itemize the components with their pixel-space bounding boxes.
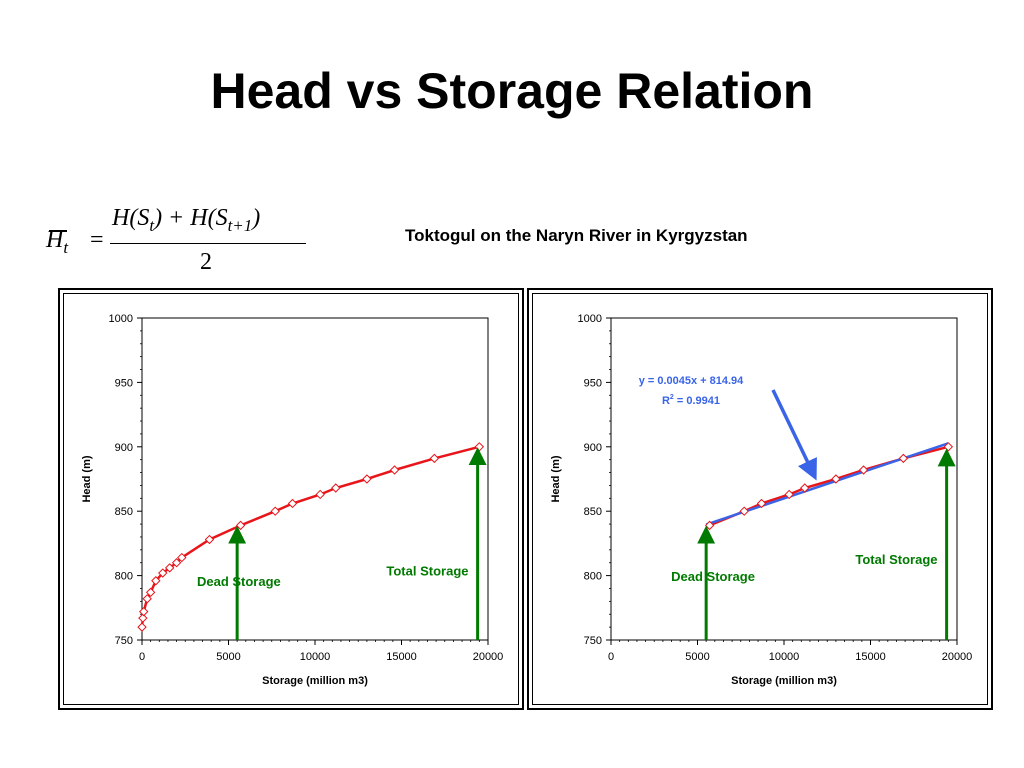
- chart-1-trendline-pointer-arrow: [771, 389, 817, 481]
- chart-1-series-0-point-6: [858, 465, 869, 475]
- chart-1-trendline-equation: y = 0.0045x + 814.94: [639, 375, 744, 387]
- chart-1-trendline-r2-exp: 2: [670, 394, 674, 401]
- chart-0-annotation-label-1: Total Storage: [386, 564, 468, 579]
- chart-right-frame: 750 800 850 900 950 1000 0 5000 10000 15000 20000 S…: [527, 288, 993, 710]
- chart-0-ytick-label-2: 850: [115, 506, 133, 518]
- formula-num-a: H(S: [112, 205, 150, 231]
- chart-left-inner-border: [63, 293, 519, 705]
- chart-1-ytick-label-2: 850: [584, 506, 602, 518]
- chart-1-series-0-point-7: [898, 453, 909, 464]
- formula-lhs: Ht: [46, 227, 68, 258]
- chart-0-ytick-label-3: 900: [115, 442, 133, 454]
- chart-0-series-0-point-5: [151, 576, 161, 586]
- chart-0-xtick-label-0: 0: [139, 651, 145, 663]
- chart-0-y-axis-label: Head (m): [81, 455, 93, 502]
- chart-0-series-0-point-6: [158, 568, 168, 578]
- chart-1-x-axis-label: Storage (million m3): [731, 675, 837, 687]
- chart-1-xtick-label-4: 20000: [942, 651, 973, 663]
- chart-0-ytick-label-0: 750: [115, 635, 133, 647]
- formula-fraction-line: [110, 243, 306, 244]
- chart-0-ytick-label-1: 800: [115, 571, 133, 583]
- chart-0-xtick-label-4: 20000: [473, 651, 504, 663]
- formula-numerator: H(St) + H(St+1): [112, 205, 260, 236]
- chart-0-series-0-point-7: [164, 563, 175, 573]
- chart-1-xtick-label-1: 5000: [685, 651, 709, 663]
- chart-0-series-0-point-12: [270, 506, 280, 516]
- chart-left-frame: 750 800 850 900 950 1000 0 5000 10000 15000 20000 S…: [58, 288, 524, 710]
- formula-equals: =: [90, 227, 104, 253]
- formula-overbar: [49, 230, 67, 232]
- chart-0-ytick-label-5: 1000: [109, 313, 133, 325]
- chart-1-ytick-label-1: 800: [584, 571, 602, 583]
- chart-0-xtick-label-2: 10000: [300, 651, 331, 663]
- formula-lhs-subscript: t: [63, 237, 69, 257]
- chart-1-trendline-r2-value: = 0.9941: [674, 395, 720, 407]
- chart-1-series-0-point-2: [756, 498, 767, 509]
- chart-0-plot-area: [141, 317, 489, 641]
- chart-0-series-0-point-3: [142, 594, 152, 604]
- formula-num-b: ) + H(S: [154, 205, 228, 231]
- chart-1-y-axis-label: Head (m): [550, 455, 562, 502]
- chart-1-ytick-label-5: 1000: [578, 313, 602, 325]
- chart-1-annotation-label-1: Total Storage: [855, 552, 937, 567]
- chart-0-series-0-point-13: [287, 498, 298, 509]
- chart-0-series-0-point-0: [137, 622, 147, 632]
- chart-1-series-0-point-1: [739, 506, 749, 516]
- chart-1-trendline-r2: R2 = 0.9941: [662, 394, 720, 407]
- chart-subtitle: Toktogul on the Naryn River in Kyrgyzsta…: [405, 226, 748, 245]
- chart-0-series-0-point-9: [177, 552, 187, 563]
- chart-0-series-0-point-8: [171, 558, 182, 568]
- chart-0-series-0-line: [140, 445, 480, 628]
- chart-0-series-0-point-15: [331, 483, 341, 493]
- chart-1-ytick-label-4: 950: [584, 377, 602, 389]
- chart-0-series-0-point-14: [315, 489, 325, 500]
- formula-lhs-symbol: H: [46, 227, 64, 253]
- chart-1-series-0-point-4: [800, 483, 810, 493]
- formula-num-a-sub: t: [149, 215, 155, 235]
- chart-0-ytick-label-4: 950: [115, 377, 133, 389]
- formula-denominator: 2: [200, 249, 212, 275]
- chart-0-series-0-point-2: [139, 606, 149, 617]
- chart-1-series-0-point-3: [784, 489, 794, 500]
- chart-0-series-0-point-16: [362, 474, 372, 484]
- chart-1-series-0-point-5: [831, 474, 841, 484]
- chart-1-ytick-label-3: 900: [584, 442, 602, 454]
- formula-num-b-sub: t+1: [227, 215, 253, 235]
- chart-1-xtick-label-2: 10000: [769, 651, 800, 663]
- chart-1-ytick-label-0: 750: [584, 635, 602, 647]
- chart-1-plot-area: [610, 317, 958, 641]
- chart-0-series-0-point-19: [474, 442, 485, 452]
- chart-0-series-0-point-1: [138, 613, 148, 623]
- chart-0-series-0-point-4: [145, 587, 156, 598]
- chart-1-xtick-label-3: 15000: [855, 651, 886, 663]
- chart-0-series-0-point-10: [204, 534, 215, 545]
- mean-head-formula: Ht = H(St) + H(St+1) 2: [46, 205, 316, 285]
- chart-0-x-axis-label: Storage (million m3): [262, 675, 368, 687]
- chart-1-xtick-label-0: 0: [608, 651, 614, 663]
- chart-right-inner-border: [532, 293, 988, 705]
- chart-1-trendline-r2-prefix: R: [662, 395, 670, 407]
- chart-0-xtick-label-3: 15000: [386, 651, 417, 663]
- chart-0-series-0-point-11: [235, 520, 246, 531]
- chart-0-xtick-label-1: 5000: [216, 651, 240, 663]
- chart-0-series-0-point-17: [389, 465, 400, 475]
- formula-num-c: ): [252, 205, 261, 231]
- chart-1-annotation-label-0: Dead Storage: [671, 569, 755, 584]
- chart-0-series-0-point-18: [429, 453, 440, 464]
- slide-title: Head vs Storage Relation: [210, 63, 814, 119]
- chart-0-annotation-label-0: Dead Storage: [197, 574, 281, 589]
